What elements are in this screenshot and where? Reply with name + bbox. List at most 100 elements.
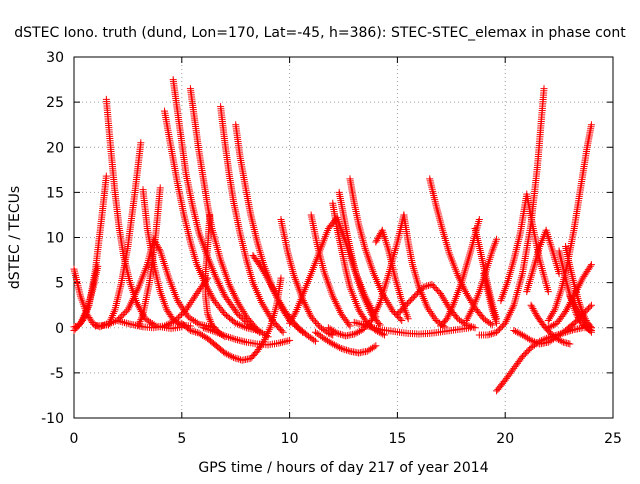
data-point-marker: [385, 300, 393, 308]
data-point-marker: [258, 264, 266, 272]
data-point-marker: [464, 313, 472, 321]
data-point-marker: [230, 335, 238, 343]
data-point-marker: [356, 320, 364, 328]
data-point-marker: [572, 304, 580, 312]
data-point-marker: [467, 297, 475, 305]
data-point-marker: [262, 306, 270, 314]
data-point-marker: [219, 289, 227, 297]
series-4: [102, 95, 186, 333]
data-point-marker: [205, 314, 213, 322]
data-point-marker: [489, 329, 497, 337]
data-point-marker: [259, 339, 267, 347]
data-point-marker: [544, 317, 552, 325]
y-tick-label: 30: [46, 50, 64, 66]
data-point-marker: [484, 331, 492, 339]
chart-title: dSTEC Iono. truth (dund, Lon=170, Lat=-4…: [14, 25, 626, 41]
data-point-marker: [206, 316, 214, 324]
data-point-marker: [434, 286, 442, 294]
data-point-marker: [467, 308, 475, 316]
data-point-marker: [137, 316, 145, 324]
data-point-marker: [176, 312, 184, 320]
data-point-marker: [332, 342, 340, 350]
data-point-marker: [183, 311, 191, 319]
data-point-marker: [229, 288, 237, 296]
data-point-marker: [190, 293, 198, 301]
data-point-marker: [369, 313, 377, 321]
data-point-marker: [546, 323, 554, 331]
data-point-marker: [494, 327, 502, 335]
data-point-marker: [310, 336, 318, 344]
data-point-marker: [255, 327, 263, 335]
data-point-marker: [233, 355, 241, 363]
data-point-marker: [463, 291, 471, 299]
data-point-marker: [576, 309, 584, 317]
x-tick-label: 5: [177, 431, 186, 447]
data-point-marker: [305, 308, 313, 316]
data-point-marker: [343, 346, 351, 354]
data-point-marker: [442, 298, 450, 306]
data-point-marker: [508, 305, 516, 313]
data-point-marker: [565, 287, 573, 295]
data-point-marker: [507, 307, 515, 315]
data-point-marker: [301, 300, 309, 308]
data-point-marker: [168, 318, 176, 326]
data-point-marker: [186, 326, 194, 334]
data-point-marker: [261, 270, 269, 278]
data-point-marker: [555, 335, 563, 343]
data-point-marker: [239, 322, 247, 330]
data-point-marker: [333, 329, 341, 337]
data-point-marker: [587, 328, 595, 336]
data-point-marker: [204, 312, 212, 320]
data-point-marker: [520, 351, 528, 359]
data-point-marker: [207, 291, 215, 299]
data-point-marker: [548, 322, 556, 330]
data-point-marker: [532, 339, 540, 347]
data-point-marker: [305, 309, 313, 317]
y-tick-label: -10: [41, 411, 64, 427]
data-point-marker: [108, 319, 116, 327]
y-tick-label: 10: [46, 231, 64, 247]
series-25: [346, 175, 406, 325]
data-point-marker: [188, 315, 196, 323]
data-point-marker: [581, 320, 589, 328]
data-point-marker: [558, 337, 566, 345]
data-point-marker: [188, 327, 196, 335]
data-point-marker: [203, 325, 211, 333]
data-point-marker: [171, 317, 179, 325]
series-45: [544, 121, 595, 325]
data-point-marker: [217, 283, 225, 291]
data-point-marker: [350, 330, 358, 338]
series-13: [217, 103, 287, 336]
series-12: [186, 85, 272, 341]
data-point-marker: [307, 313, 315, 321]
x-tick-label: 20: [496, 431, 514, 447]
data-point-marker: [461, 286, 469, 294]
data-point-marker: [143, 316, 151, 324]
y-tick-label: 15: [46, 185, 64, 201]
data-point-marker: [268, 284, 276, 292]
data-point-marker: [414, 289, 422, 297]
data-point-marker: [185, 302, 193, 310]
data-point-marker: [179, 309, 187, 317]
data-point-marker: [564, 285, 572, 293]
data-point-marker: [581, 318, 589, 326]
data-point-marker: [506, 310, 514, 318]
data-point-marker: [106, 320, 114, 328]
data-point-marker: [498, 322, 506, 330]
data-point-marker: [337, 345, 345, 353]
data-point-marker: [236, 302, 244, 310]
data-point-marker: [166, 319, 174, 327]
data-point-marker: [438, 291, 446, 299]
data-point-marker: [475, 215, 483, 223]
data-point-marker: [465, 311, 473, 319]
data-point-marker: [205, 326, 213, 334]
data-point-marker: [255, 261, 263, 269]
data-point-marker: [116, 313, 124, 321]
data-point-marker: [230, 289, 238, 297]
data-point-marker: [259, 300, 267, 308]
data-point-marker: [563, 306, 571, 314]
data-point-marker: [235, 312, 243, 320]
data-points: [70, 76, 595, 395]
data-point-marker: [389, 308, 397, 316]
